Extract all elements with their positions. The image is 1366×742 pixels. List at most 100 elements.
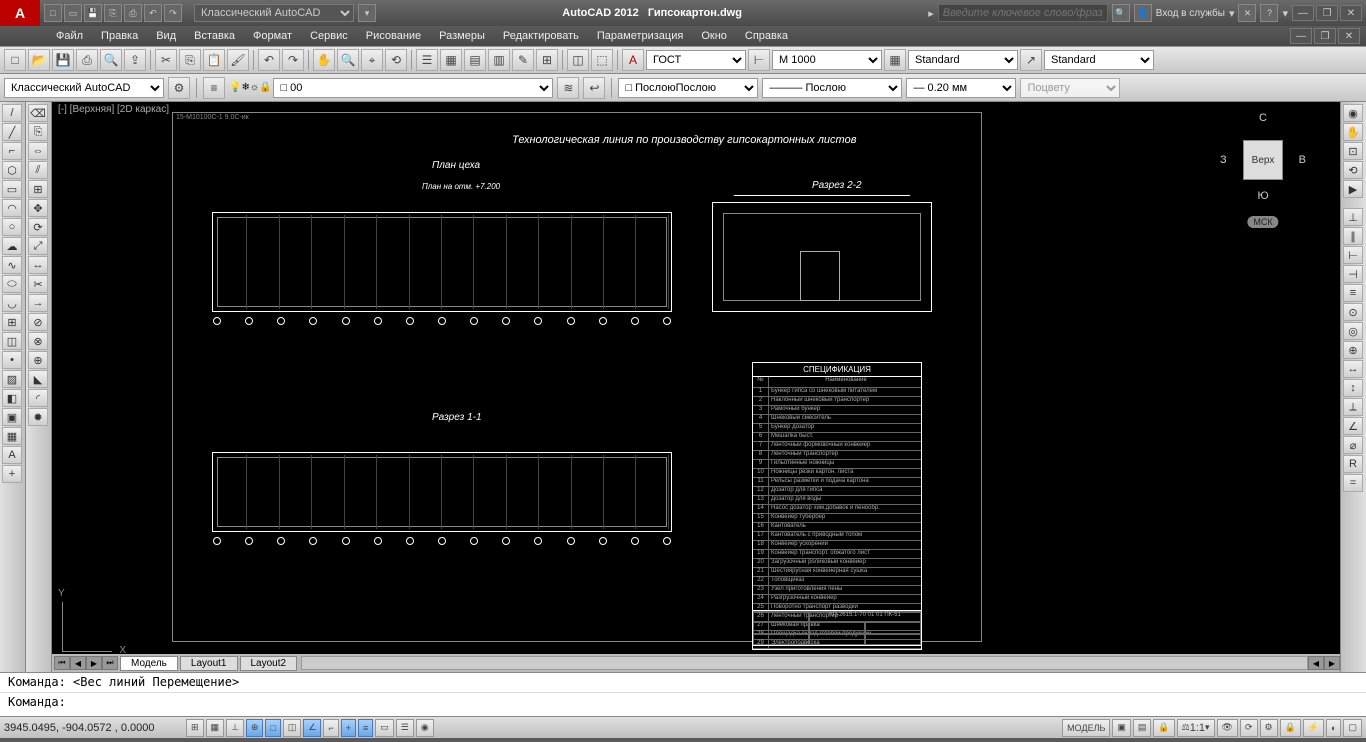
quickcalc-icon[interactable]: ⊞ [536,49,558,71]
constraint11-icon[interactable]: ⟂ [1343,398,1363,416]
rotate-icon[interactable]: ⟳ [28,218,48,236]
match-icon[interactable]: 🖌 [227,49,249,71]
erase-icon[interactable]: ⌫ [28,104,48,122]
annoautoscale-icon[interactable]: ⟳ [1240,719,1258,737]
polygon-icon[interactable]: ⬡ [2,161,22,179]
linetype-dropdown[interactable]: ——— Послою [762,78,902,98]
qp-toggle-icon[interactable]: ☰ [396,719,414,737]
quickview-layouts-icon[interactable]: ▣ [1112,719,1131,737]
qat-plot-icon[interactable]: ⎙ [124,4,142,22]
insert-icon[interactable]: ⊞ [2,313,22,331]
lineweight-dropdown[interactable]: — 0.20 мм [906,78,1016,98]
xline-icon[interactable]: ╱ [2,123,22,141]
menu-tools[interactable]: Сервис [302,28,356,44]
orbit-icon[interactable]: ⟲ [1343,161,1363,179]
command-prompt[interactable]: Команда: [0,693,1366,711]
minimize-button[interactable]: — [1292,5,1314,21]
scroll-left-icon[interactable]: ◀ [1308,656,1324,670]
3dosnap-toggle-icon[interactable]: ◫ [283,719,302,737]
copy-icon[interactable]: ⎘ [179,49,201,71]
menu-edit[interactable]: Правка [93,28,146,44]
search-icon[interactable]: 🔍 [1112,4,1130,22]
line-icon[interactable]: / [2,104,22,122]
menu-help[interactable]: Справка [737,28,796,44]
pan-icon[interactable]: ✋ [313,49,335,71]
steering-wheel-icon[interactable]: ◉ [1343,104,1363,122]
circle-icon[interactable]: ○ [2,218,22,236]
qat-redo-icon[interactable]: ↷ [164,4,182,22]
zoom-extents-icon[interactable]: ⊡ [1343,142,1363,160]
constraint7-icon[interactable]: ◎ [1343,322,1363,340]
qat-more-icon[interactable]: ▾ [358,4,376,22]
ucs-icon[interactable]: Y X [62,592,122,652]
viewcube[interactable]: С З Верх В Ю МСК [1218,110,1308,230]
design-center-icon[interactable]: ▦ [440,49,462,71]
pline-icon[interactable]: ⌐ [2,142,22,160]
constraint-icon[interactable]: ⊥ [1343,208,1363,226]
menu-file[interactable]: Файл [48,28,91,44]
tab-layout2[interactable]: Layout2 [240,656,298,671]
arc-icon[interactable]: ◠ [2,199,22,217]
constraint13-icon[interactable]: ⌀ [1343,436,1363,454]
dimstyle-dropdown[interactable]: M 1000 [772,50,882,70]
drawing-viewport[interactable]: [-] [Верхняя] [2D каркас] 15-М10100С-1 9… [52,102,1340,672]
osnap-toggle-icon[interactable]: □ [265,719,280,737]
make-block-icon[interactable]: ◫ [2,332,22,350]
properties-icon[interactable]: ☰ [416,49,438,71]
tool-palette-icon[interactable]: ▤ [464,49,486,71]
scroll-right-icon[interactable]: ▶ [1324,656,1340,670]
clean-screen-icon[interactable]: ▢ [1343,719,1362,737]
hatch-icon[interactable]: ▨ [2,370,22,388]
move-icon[interactable]: ✥ [28,199,48,217]
textstyle-icon[interactable]: A [622,49,644,71]
search-input[interactable] [938,4,1108,22]
snap-toggle-icon[interactable]: ⊞ [186,719,204,737]
constraint15-icon[interactable]: = [1343,474,1363,492]
menu-draw[interactable]: Рисование [358,28,429,44]
layer-dropdown[interactable]: □ 00 [273,78,553,98]
tab-last-icon[interactable]: ⏭ [102,656,118,670]
annoscale-icon[interactable]: 🔒 [1153,719,1174,737]
addselected-icon[interactable]: + [2,465,22,483]
break-point-icon[interactable]: ⊘ [28,313,48,331]
tab-next-icon[interactable]: ▶ [86,656,102,670]
new-icon[interactable]: □ [4,49,26,71]
tablestyle-dropdown[interactable]: Standard [908,50,1018,70]
constraint14-icon[interactable]: R [1343,455,1363,473]
qat-new-icon[interactable]: □ [44,4,62,22]
constraint9-icon[interactable]: ↔ [1343,360,1363,378]
preview-icon[interactable]: 🔍 [100,49,122,71]
annovisibility-icon[interactable]: 👁 [1217,719,1238,737]
ortho-toggle-icon[interactable]: ⊥ [226,719,244,737]
publish-icon[interactable]: ⇪ [124,49,146,71]
color-dropdown[interactable]: □ ПослоюПослою [618,78,758,98]
dimstyle-icon[interactable]: ⊢ [748,49,770,71]
isolate-icon[interactable]: ◐ [1326,719,1341,737]
point-icon[interactable]: • [2,351,22,369]
redo-icon[interactable]: ↷ [282,49,304,71]
explode-icon[interactable]: ✹ [28,408,48,426]
copy-obj-icon[interactable]: ⎘ [28,123,48,141]
open-icon[interactable]: 📂 [28,49,50,71]
infocenter-arrow-icon[interactable]: ▸ [928,7,934,20]
textstyle-dropdown[interactable]: ГОСТ [646,50,746,70]
help-icon[interactable]: ? [1260,4,1278,22]
coordinates[interactable]: 3945.0495, -904.0572 , 0.0000 [4,722,184,734]
save-icon[interactable]: 💾 [52,49,74,71]
sheet-set-icon[interactable]: ▥ [488,49,510,71]
mleaderstyle-icon[interactable]: ↗ [1020,49,1042,71]
trim-icon[interactable]: ✂ [28,275,48,293]
block-icon[interactable]: ◫ [567,49,589,71]
fillet-icon[interactable]: ◜ [28,389,48,407]
layer-states-icon[interactable]: ≋ [557,77,579,99]
array-icon[interactable]: ⊞ [28,180,48,198]
workspace-settings-icon[interactable]: ⚙ [168,77,190,99]
tab-model[interactable]: Модель [120,656,178,671]
offset-icon[interactable]: ⫽ [28,161,48,179]
layer-prev-icon[interactable]: ↩ [583,77,605,99]
login-icon[interactable]: 👤 [1134,4,1152,22]
menu-insert[interactable]: Вставка [186,28,243,44]
login-label[interactable]: Вход в службы [1156,8,1225,19]
tab-prev-icon[interactable]: ◀ [70,656,86,670]
workspace-dropdown-2[interactable]: Классический AutoCAD [4,78,164,98]
